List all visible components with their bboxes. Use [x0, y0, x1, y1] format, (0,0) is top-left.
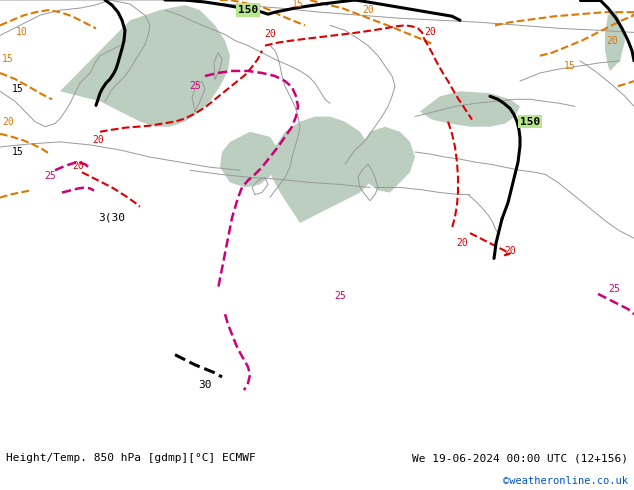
Text: 15: 15 [12, 147, 24, 157]
Text: 20: 20 [504, 246, 516, 256]
Polygon shape [220, 132, 280, 188]
Text: 10: 10 [16, 27, 28, 37]
Text: 30: 30 [198, 380, 212, 390]
Text: 20: 20 [362, 5, 374, 15]
Polygon shape [420, 91, 520, 127]
Text: 25: 25 [44, 172, 56, 181]
Polygon shape [358, 127, 415, 193]
Text: 3(30: 3(30 [98, 213, 126, 223]
Text: 20: 20 [606, 36, 618, 46]
Text: 20: 20 [2, 117, 14, 126]
Text: We 19-06-2024 00:00 UTC (12+156): We 19-06-2024 00:00 UTC (12+156) [411, 453, 628, 463]
Text: 20: 20 [92, 135, 104, 145]
Text: 150: 150 [520, 117, 540, 126]
Text: 20: 20 [456, 238, 468, 248]
Polygon shape [605, 10, 625, 71]
Text: ©weatheronline.co.uk: ©weatheronline.co.uk [503, 476, 628, 486]
Text: 15: 15 [2, 54, 14, 64]
Text: 20: 20 [264, 29, 276, 40]
Text: 15: 15 [292, 0, 304, 9]
Text: 150: 150 [238, 5, 258, 15]
Text: 15: 15 [12, 84, 24, 94]
Text: 25: 25 [334, 291, 346, 301]
Polygon shape [60, 5, 230, 127]
Polygon shape [270, 117, 375, 223]
Text: Height/Temp. 850 hPa [gdmp][°C] ECMWF: Height/Temp. 850 hPa [gdmp][°C] ECMWF [6, 453, 256, 463]
Text: 25: 25 [608, 284, 620, 294]
Text: 15: 15 [564, 61, 576, 71]
Text: 20: 20 [72, 161, 84, 171]
Text: 20: 20 [424, 27, 436, 37]
Text: 25: 25 [189, 81, 201, 91]
